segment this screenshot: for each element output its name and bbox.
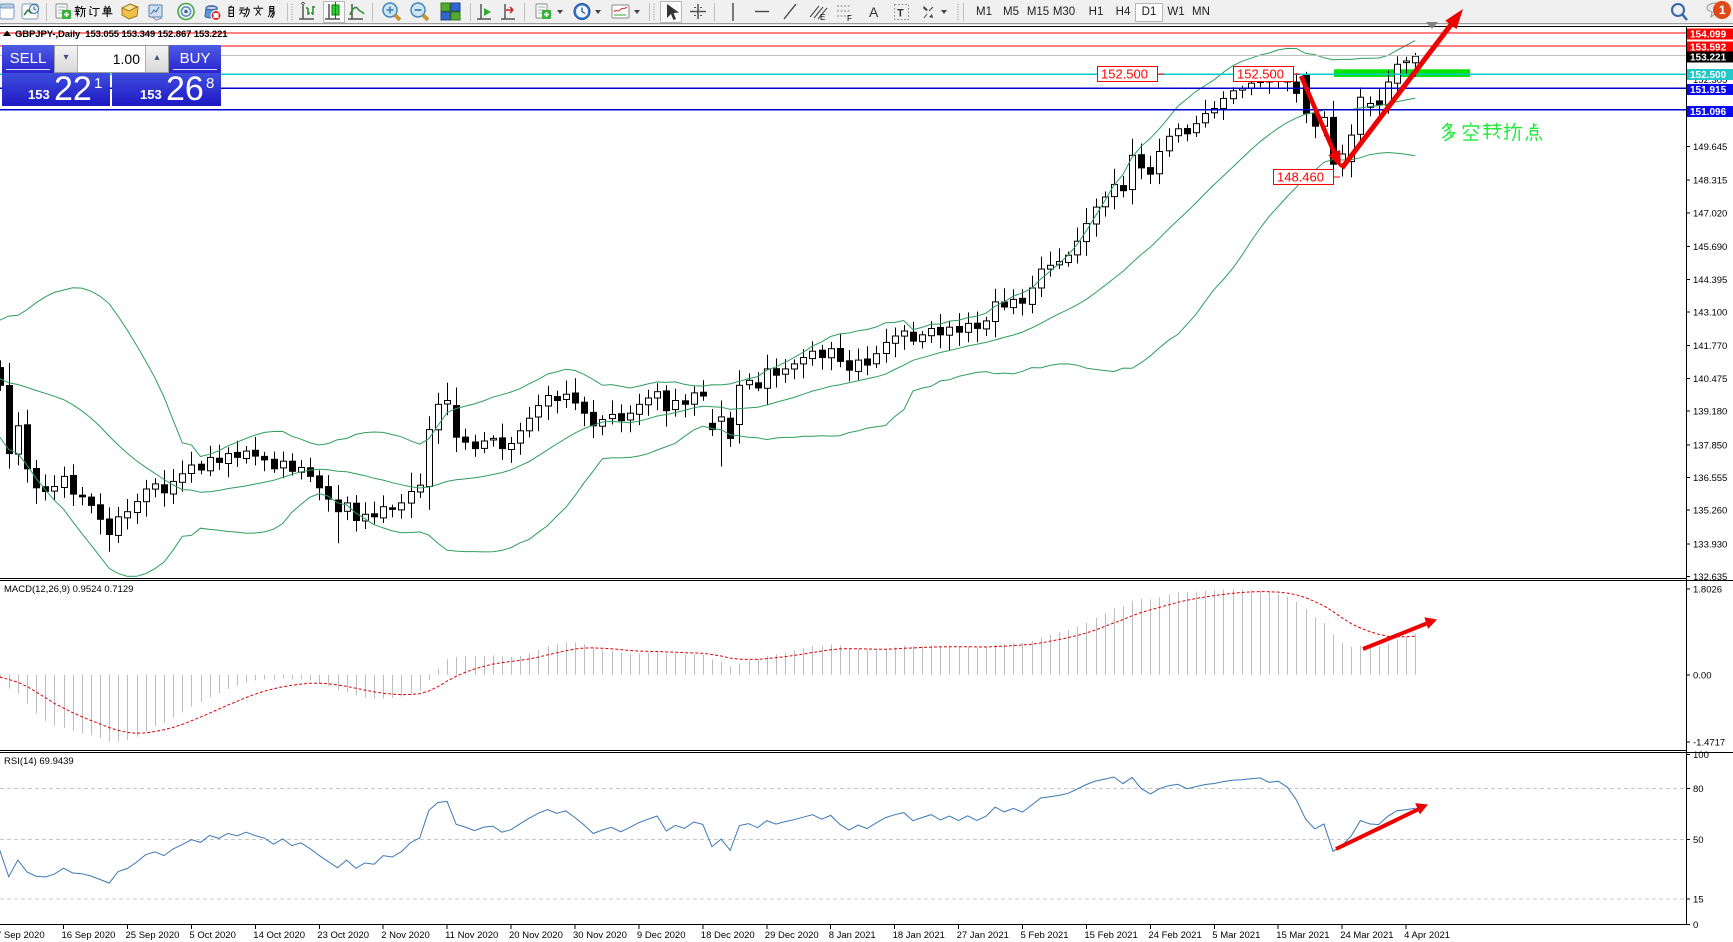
- svg-text:154.099: 154.099: [1690, 30, 1727, 41]
- svg-text:149.645: 149.645: [1693, 142, 1727, 153]
- svg-text:F: F: [847, 14, 852, 23]
- svg-text:152.305: 152.305: [1693, 75, 1727, 86]
- svg-text:1: 1: [1719, 3, 1726, 17]
- svg-text:133.930: 133.930: [1693, 539, 1727, 550]
- svg-text:25 Sep 2020: 25 Sep 2020: [126, 930, 180, 941]
- svg-text:2 Nov 2020: 2 Nov 2020: [381, 930, 430, 941]
- svg-text:143.100: 143.100: [1693, 308, 1727, 319]
- svg-text:27 Jan 2021: 27 Jan 2021: [957, 930, 1009, 941]
- svg-text:30 Nov 2020: 30 Nov 2020: [573, 930, 627, 941]
- svg-text:15: 15: [1693, 895, 1704, 906]
- svg-text:5 Feb 2021: 5 Feb 2021: [1021, 930, 1069, 941]
- svg-text:7 Sep 2020: 7 Sep 2020: [0, 930, 45, 941]
- svg-text:24 Feb 2021: 24 Feb 2021: [1148, 930, 1201, 941]
- svg-text:RSI(14) 69.9439: RSI(14) 69.9439: [4, 756, 74, 767]
- svg-text:23 Oct 2020: 23 Oct 2020: [317, 930, 369, 941]
- svg-text:9 Dec 2020: 9 Dec 2020: [637, 930, 686, 941]
- svg-text:136.555: 136.555: [1693, 473, 1727, 484]
- svg-text:148.315: 148.315: [1693, 176, 1727, 187]
- svg-text:145.690: 145.690: [1693, 242, 1727, 253]
- svg-text:MACD(12,26,9) 0.9524 0.7129: MACD(12,26,9) 0.9524 0.7129: [4, 584, 133, 595]
- svg-text:132.635: 132.635: [1693, 572, 1727, 583]
- svg-text:5 Mar 2021: 5 Mar 2021: [1212, 930, 1260, 941]
- svg-text:5 Oct 2020: 5 Oct 2020: [189, 930, 235, 941]
- svg-text:141.770: 141.770: [1693, 341, 1727, 352]
- svg-text:153.221: 153.221: [1690, 53, 1727, 64]
- svg-text:152.500: 152.500: [1101, 67, 1148, 82]
- svg-text:T: T: [897, 8, 904, 20]
- svg-text:151.915: 151.915: [1690, 85, 1727, 96]
- svg-text:15 Mar 2021: 15 Mar 2021: [1276, 930, 1329, 941]
- svg-text:E: E: [820, 13, 825, 22]
- svg-text:A: A: [869, 4, 879, 20]
- svg-text:151.096: 151.096: [1690, 107, 1727, 118]
- svg-text:1.8026: 1.8026: [1693, 585, 1722, 596]
- svg-text:14 Oct 2020: 14 Oct 2020: [253, 930, 305, 941]
- svg-text:11 Nov 2020: 11 Nov 2020: [445, 930, 498, 941]
- svg-text:50: 50: [1693, 835, 1704, 846]
- svg-text:4 Apr 2021: 4 Apr 2021: [1404, 930, 1450, 941]
- svg-text:140.475: 140.475: [1693, 374, 1727, 385]
- svg-text:152.500: 152.500: [1237, 67, 1284, 82]
- svg-text:20 Nov 2020: 20 Nov 2020: [509, 930, 563, 941]
- svg-text:100: 100: [1693, 750, 1709, 761]
- svg-text:0.00: 0.00: [1693, 670, 1712, 681]
- svg-text:0: 0: [1693, 920, 1698, 931]
- svg-text:139.180: 139.180: [1693, 407, 1727, 418]
- svg-text:GBPJPY-,Daily 153.055 153.349: GBPJPY-,Daily 153.055 153.349 152.867 15…: [15, 29, 228, 40]
- svg-text:135.260: 135.260: [1693, 506, 1727, 517]
- svg-text:147.020: 147.020: [1693, 208, 1727, 219]
- svg-text:-1.4717: -1.4717: [1693, 738, 1725, 749]
- svg-text:137.850: 137.850: [1693, 440, 1727, 451]
- svg-text:18 Dec 2020: 18 Dec 2020: [701, 930, 755, 941]
- svg-text:80: 80: [1693, 784, 1704, 795]
- svg-text:18 Jan 2021: 18 Jan 2021: [893, 930, 945, 941]
- svg-text:29 Dec 2020: 29 Dec 2020: [765, 930, 819, 941]
- svg-text:15 Feb 2021: 15 Feb 2021: [1084, 930, 1137, 941]
- svg-text:24 Mar 2021: 24 Mar 2021: [1340, 930, 1393, 941]
- svg-text:144.395: 144.395: [1693, 275, 1727, 286]
- svg-text:8 Jan 2021: 8 Jan 2021: [829, 930, 876, 941]
- svg-text:152.500: 152.500: [1690, 70, 1727, 81]
- svg-text:16 Sep 2020: 16 Sep 2020: [62, 930, 116, 941]
- svg-text:153.592: 153.592: [1690, 42, 1727, 53]
- svg-text:148.460: 148.460: [1277, 170, 1324, 185]
